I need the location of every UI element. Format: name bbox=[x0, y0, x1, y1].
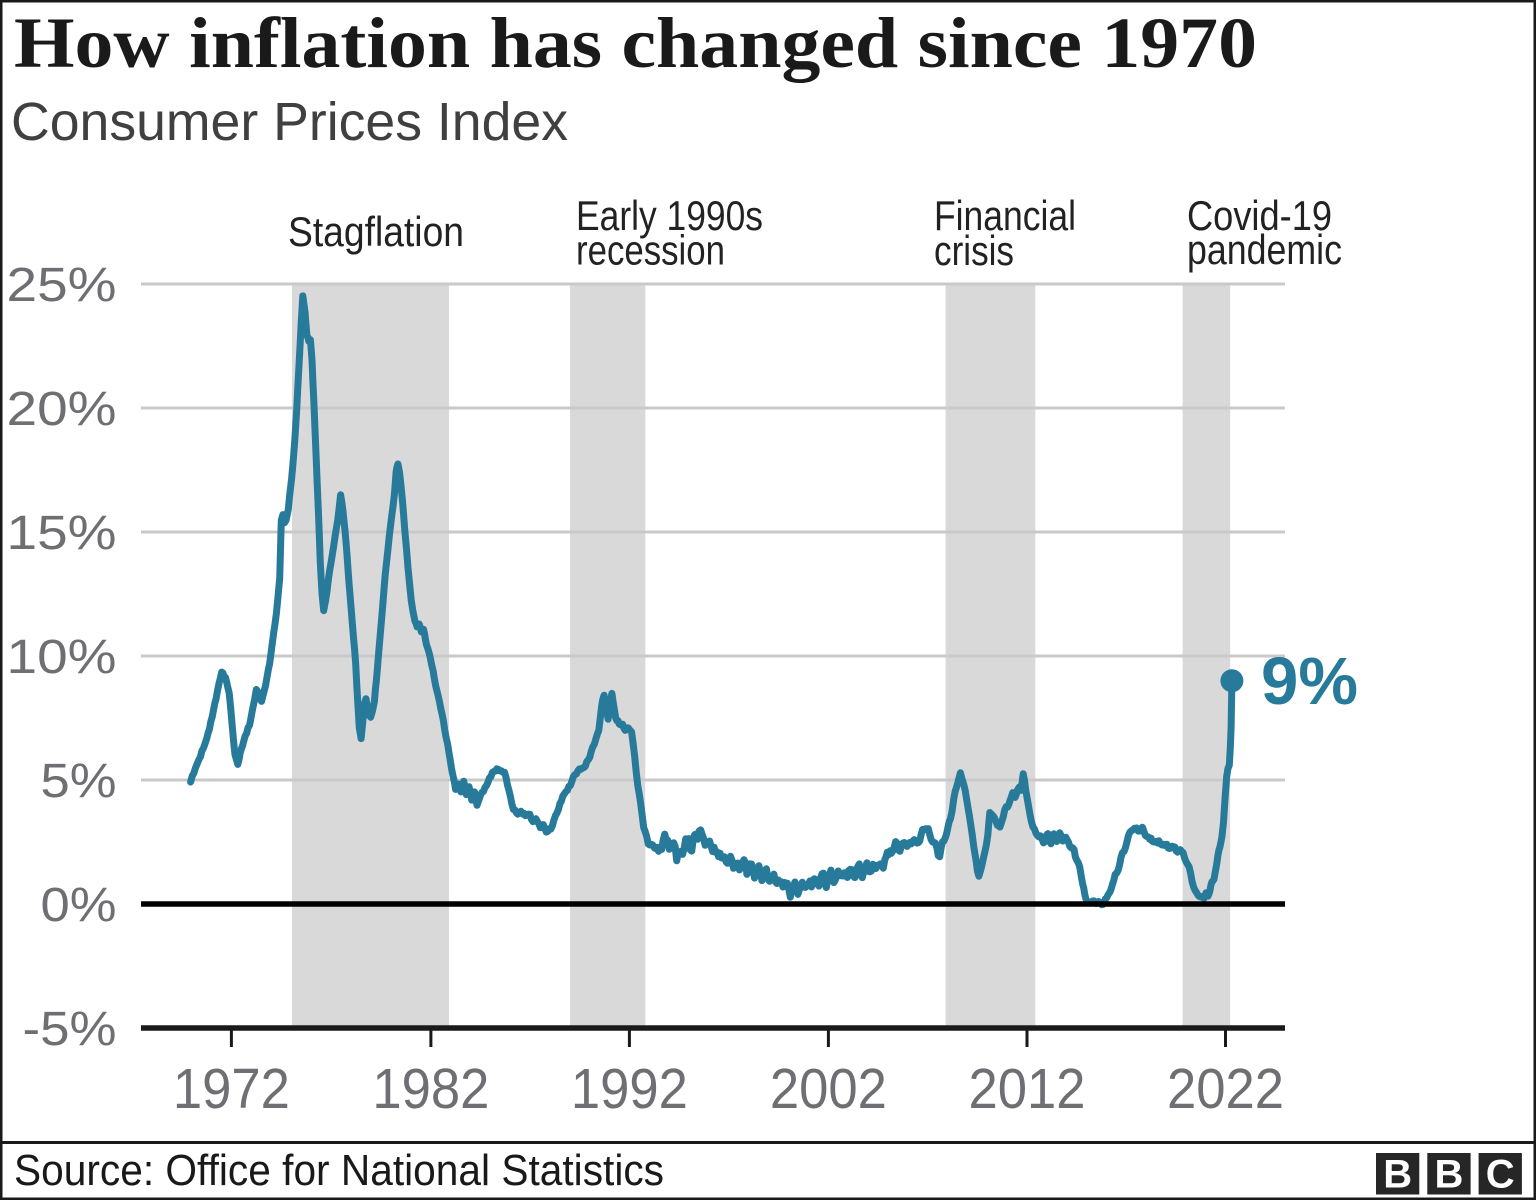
svg-text:1972: 1972 bbox=[173, 1057, 290, 1121]
svg-text:2022: 2022 bbox=[1167, 1057, 1284, 1121]
svg-text:0%: 0% bbox=[41, 879, 117, 932]
svg-text:15%: 15% bbox=[7, 507, 117, 560]
svg-text:crisis: crisis bbox=[934, 227, 1014, 274]
svg-text:10%: 10% bbox=[7, 631, 117, 684]
svg-text:Source: Office for National St: Source: Office for National Statistics bbox=[14, 1146, 664, 1195]
svg-text:25%: 25% bbox=[7, 259, 117, 312]
svg-text:B: B bbox=[1435, 1153, 1464, 1197]
svg-text:9%: 9% bbox=[1261, 644, 1358, 719]
svg-text:-5%: -5% bbox=[23, 1003, 117, 1056]
svg-text:1982: 1982 bbox=[372, 1057, 489, 1121]
svg-text:How inflation has changed sinc: How inflation has changed since 1970 bbox=[14, 3, 1257, 83]
svg-text:20%: 20% bbox=[7, 383, 117, 436]
svg-text:pandemic: pandemic bbox=[1187, 226, 1342, 273]
svg-text:2002: 2002 bbox=[770, 1057, 887, 1121]
svg-text:Covid-19: Covid-19 bbox=[1187, 192, 1332, 239]
svg-text:C: C bbox=[1486, 1153, 1515, 1197]
svg-text:recession: recession bbox=[576, 227, 725, 274]
svg-text:Early 1990s: Early 1990s bbox=[576, 192, 763, 239]
svg-text:Consumer Prices Index: Consumer Prices Index bbox=[11, 92, 568, 152]
svg-text:1992: 1992 bbox=[571, 1057, 688, 1121]
svg-text:Stagflation: Stagflation bbox=[288, 208, 464, 255]
svg-text:B: B bbox=[1383, 1153, 1412, 1197]
svg-text:5%: 5% bbox=[41, 755, 117, 808]
svg-text:2012: 2012 bbox=[969, 1057, 1086, 1121]
svg-text:Financial: Financial bbox=[934, 192, 1076, 239]
